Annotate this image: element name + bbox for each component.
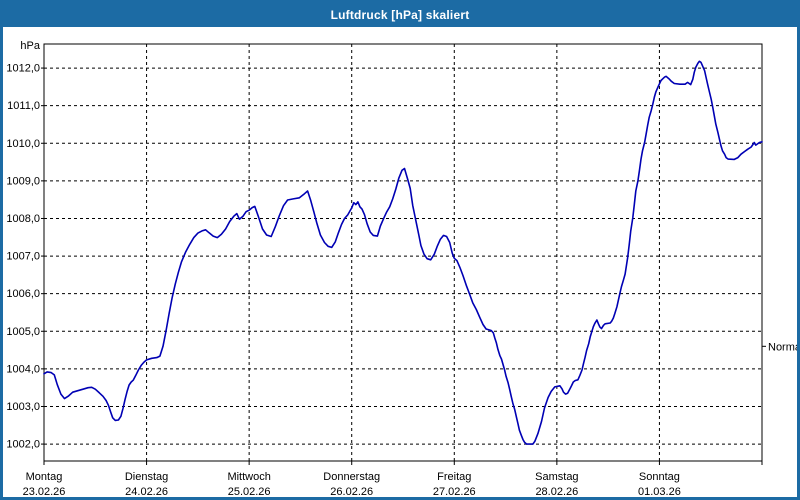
y-tick-label: 1003,0 xyxy=(6,401,40,413)
x-axis-date-label: 27.02.26 xyxy=(433,486,476,497)
x-axis-day-label: Montag xyxy=(26,471,63,483)
plot-border xyxy=(43,43,763,462)
normal-marker-label: Normal xyxy=(768,341,797,353)
y-tick-label: 1004,0 xyxy=(6,363,40,375)
y-axis-unit-label: hPa xyxy=(20,40,40,52)
x-axis-day-label: Freitag xyxy=(437,471,471,483)
x-axis-date-label: 25.02.26 xyxy=(228,486,271,497)
pressure-series-line xyxy=(43,60,763,445)
x-axis-date-label: 26.02.26 xyxy=(330,486,373,497)
y-tick-label: 1007,0 xyxy=(6,251,40,263)
x-axis-date-label: 24.02.26 xyxy=(125,486,168,497)
chart-area: 1002,0 1003,0 1004,0 1005,0 1006,0 1007,0 1008… xyxy=(3,27,797,497)
x-axis-day-label: Mittwoch xyxy=(227,471,270,483)
x-axis-date-label: 01.03.26 xyxy=(638,486,681,497)
x-axis-date-label: 28.02.26 xyxy=(535,486,578,497)
x-axis-date-label: 23.02.26 xyxy=(23,486,66,497)
pressure-line-chart: 1002,0 1003,0 1004,0 1005,0 1006,0 1007,0 1008… xyxy=(6,40,797,497)
y-tick-label: 1010,0 xyxy=(6,138,40,150)
window-title: Luftdruck [hPa] skaliert xyxy=(330,8,470,22)
window-title-bar: Luftdruck [hPa] skaliert xyxy=(3,3,797,27)
y-tick-label: 1006,0 xyxy=(6,288,40,300)
y-tick-label: 1002,0 xyxy=(6,439,40,451)
y-tick-label: 1011,0 xyxy=(7,100,40,112)
y-tick-label: 1008,0 xyxy=(6,213,40,225)
y-tick-label: 1005,0 xyxy=(6,326,40,338)
x-axis-day-label: Samstag xyxy=(535,471,578,483)
y-tick-label: 1012,0 xyxy=(6,63,40,75)
x-axis-day-label: Dienstag xyxy=(125,471,168,483)
y-tick-label: 1009,0 xyxy=(6,175,40,187)
x-axis-day-label: Donnerstag xyxy=(323,471,380,483)
x-axis-day-label: Sonntag xyxy=(639,471,680,483)
